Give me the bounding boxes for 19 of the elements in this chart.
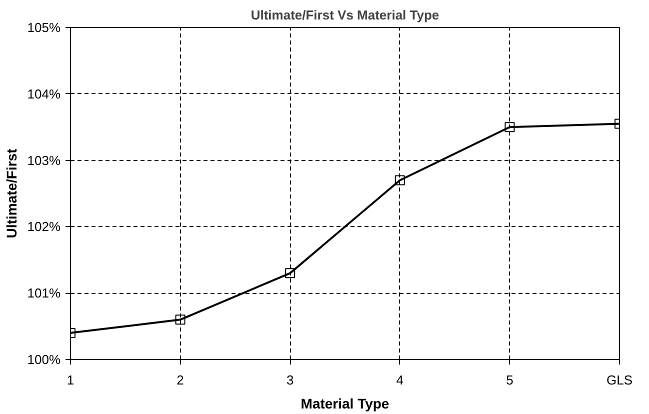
point	[175, 314, 186, 325]
chart-title: Ultimate/First Vs Material Type	[250, 8, 440, 22]
x-tick-label: 4	[396, 372, 404, 388]
y-tick-label: 105%	[27, 20, 61, 35]
point	[394, 175, 405, 186]
y-tick-label: 104%	[27, 86, 61, 102]
y-tick-label: 100%	[27, 352, 61, 367]
x-tick-label: GLS	[606, 372, 633, 388]
x-tick-label: 2	[176, 372, 184, 388]
x-tick-label: 3	[286, 372, 294, 388]
x-tick-label: 1	[66, 372, 74, 388]
x-tick-label: 5	[506, 372, 514, 388]
point	[504, 122, 515, 132]
y-tick-label: 102%	[27, 219, 61, 234]
y-tick-label: 101%	[27, 286, 61, 301]
y-axis-title: Ultimate/First	[3, 148, 20, 238]
point	[285, 268, 296, 278]
x-axis-title: Material Type	[300, 396, 390, 412]
y-tick-label: 103%	[27, 152, 61, 168]
